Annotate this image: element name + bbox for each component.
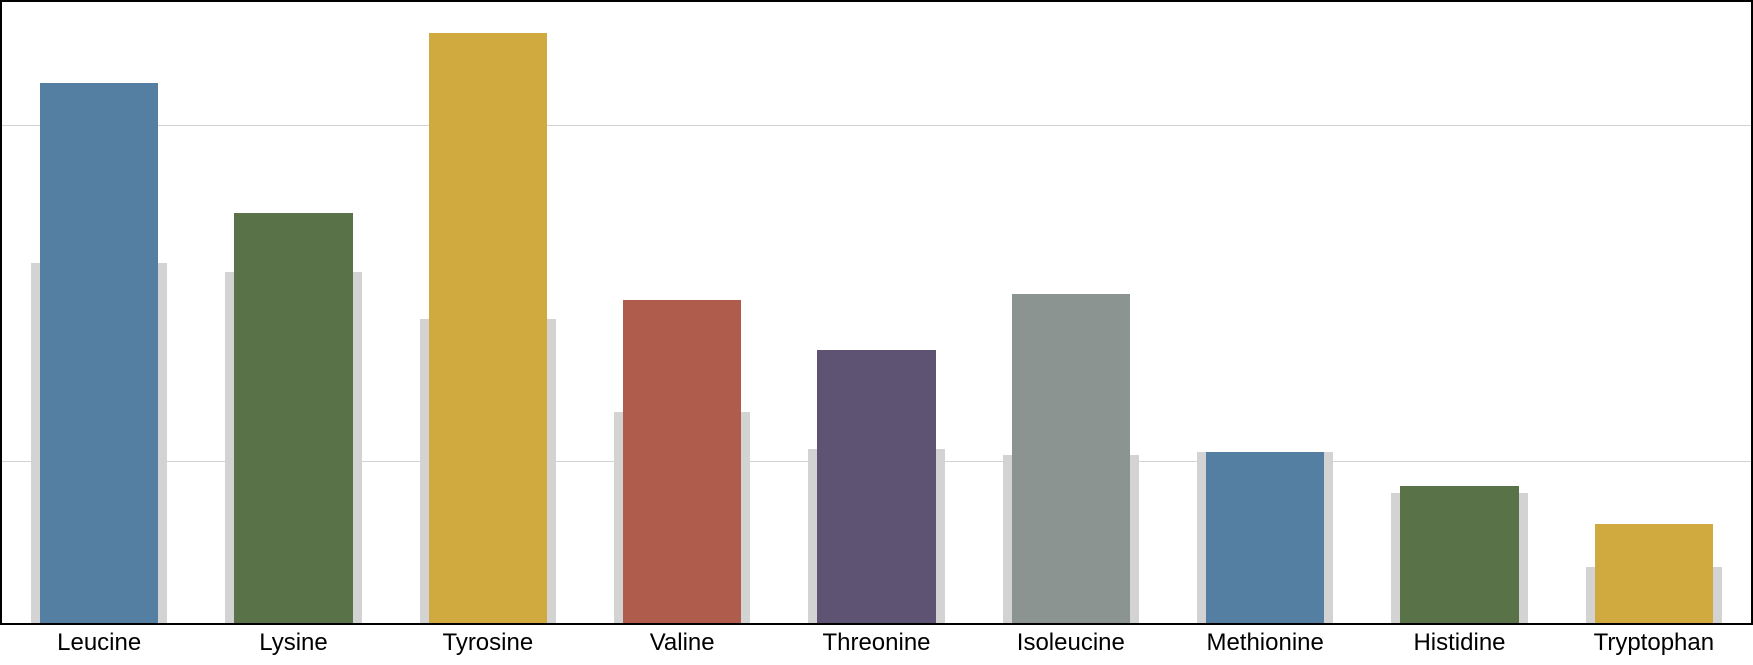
bar-group-lysine <box>218 2 370 623</box>
bar-group-histidine <box>1384 2 1536 623</box>
x-label-isoleucine: Isoleucine <box>1017 629 1125 657</box>
bar-group-valine <box>606 2 758 623</box>
x-label-threonine: Threonine <box>822 629 930 657</box>
plot-area <box>0 0 1753 625</box>
x-label-lysine: Lysine <box>259 629 327 657</box>
primary-bar <box>429 33 547 623</box>
bar-group-isoleucine <box>995 2 1147 623</box>
bar-group-threonine <box>801 2 953 623</box>
bar-group-tyrosine <box>412 2 564 623</box>
primary-bar <box>1012 294 1130 623</box>
primary-bar <box>234 213 352 623</box>
primary-bar <box>1206 452 1324 623</box>
bar-group-tryptophan <box>1578 2 1730 623</box>
primary-bar <box>1400 486 1518 623</box>
x-label-histidine: Histidine <box>1413 629 1505 657</box>
bars-layer <box>2 2 1751 623</box>
x-label-valine: Valine <box>650 629 715 657</box>
primary-bar <box>623 300 741 623</box>
x-label-leucine: Leucine <box>57 629 141 657</box>
primary-bar <box>817 350 935 623</box>
bar-group-leucine <box>23 2 175 623</box>
bar-group-methionine <box>1189 2 1341 623</box>
amino-acid-bar-chart: Leucine Lysine Tyrosine Valine Threonine Isol… <box>0 0 1753 665</box>
primary-bar <box>40 83 158 623</box>
x-label-tryptophan: Tryptophan <box>1594 629 1715 657</box>
x-label-methionine: Methionine <box>1206 629 1323 657</box>
x-label-tyrosine: Tyrosine <box>442 629 533 657</box>
primary-bar <box>1595 524 1713 623</box>
